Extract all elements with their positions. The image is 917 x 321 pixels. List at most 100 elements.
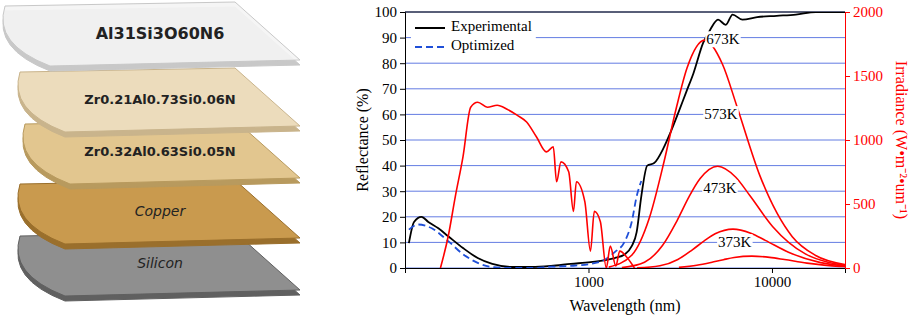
series-line <box>622 166 845 267</box>
tick: 100 <box>375 4 406 20</box>
axis-line <box>846 13 851 269</box>
tick-mark <box>845 204 850 205</box>
tick: 20 <box>382 209 405 225</box>
axis: 1000 10000 <box>406 268 846 290</box>
tick-label: 0 <box>853 260 861 276</box>
y2-axis-title: Irradiance (W•m⁻²•um⁻¹) <box>892 61 910 219</box>
tick-label: 100 <box>375 4 398 20</box>
tick-label: 40 <box>382 158 397 174</box>
plot-area <box>409 12 845 268</box>
tick: 30 <box>382 184 405 200</box>
tick-label: 10000 <box>754 274 792 290</box>
annotation-background <box>703 106 739 122</box>
tick-mark <box>845 76 850 77</box>
tick-mark <box>772 268 773 273</box>
legend-swatch <box>415 27 445 29</box>
tick-label: 0 <box>390 260 398 276</box>
tick: 80 <box>382 56 405 72</box>
layer-label: Al31Si3O60N6 <box>96 24 225 43</box>
y-axis-title: Reflectance (%) <box>354 88 372 191</box>
layer-sheet <box>3 2 300 66</box>
tick-label: 30 <box>382 184 397 200</box>
grid <box>405 12 845 268</box>
grid-line <box>405 12 845 13</box>
grid-line <box>405 114 845 115</box>
tick-label: 20 <box>382 209 397 225</box>
tick: 2000 <box>845 4 883 20</box>
legend-swatch <box>415 46 445 48</box>
grid-line <box>405 140 845 141</box>
annotations: 673K573K473K373K <box>702 31 752 250</box>
tick-label: 70 <box>382 81 397 97</box>
plot-frame <box>405 12 845 13</box>
tick-label: 10 <box>382 235 397 251</box>
tick-label: 2000 <box>853 4 883 20</box>
layer-label: Copper <box>135 203 187 219</box>
series-line <box>440 102 634 268</box>
tick-label: 90 <box>382 30 397 46</box>
layer: Zr0.21Al0.73Si0.06N <box>18 68 300 137</box>
layer-diagram: SiliconCopperZr0.32Al0.63Si0.05NZr0.21Al… <box>3 2 300 301</box>
tick-mark <box>400 12 405 13</box>
tick-label: 50 <box>382 132 397 148</box>
layer: Copper <box>18 180 300 249</box>
tick-label: 1000 <box>853 132 883 148</box>
axis: 0 500 1000 1500 2000 <box>845 4 883 276</box>
layer: Al31Si3O60N6 <box>3 2 300 71</box>
tick: 1000 <box>574 268 604 290</box>
tick: 0 <box>390 260 406 276</box>
tick: 1000 <box>845 132 883 148</box>
grid-line <box>405 165 845 166</box>
axis: 0 10 20 30 40 50 60 70 80 90 100 <box>375 4 406 276</box>
tick: 0 <box>845 260 861 276</box>
annotation: 673K <box>705 31 741 47</box>
annotation-label: 373K <box>718 234 752 250</box>
tick-mark <box>400 166 405 167</box>
tick: 500 <box>845 196 876 212</box>
tick-mark <box>400 268 405 269</box>
series-line <box>637 229 845 268</box>
tick-mark <box>400 114 405 115</box>
axis-line <box>400 13 406 269</box>
grid-line <box>405 63 845 64</box>
legend-label: Optimized <box>451 37 515 53</box>
tick-mark <box>400 89 405 90</box>
tick: 70 <box>382 81 405 97</box>
tick-label: 1500 <box>853 68 883 84</box>
tick: 10000 <box>754 268 792 290</box>
legend-background <box>411 16 536 55</box>
annotation-background <box>705 31 741 47</box>
tick-mark <box>400 38 405 39</box>
layer-label: Zr0.21Al0.73Si0.06N <box>84 92 235 107</box>
tick-mark <box>845 140 850 141</box>
x-axis-title: Wavelength (nm) <box>569 297 680 315</box>
tick-label: 80 <box>382 56 397 72</box>
tick: 90 <box>382 30 405 46</box>
tick: 40 <box>382 158 405 174</box>
axis-line <box>406 269 846 274</box>
grid-line <box>405 191 845 192</box>
tick-mark <box>400 63 405 64</box>
layer-sheet <box>18 180 300 244</box>
tick-label: 1000 <box>574 274 604 290</box>
tick: 50 <box>382 132 405 148</box>
series-line <box>679 256 845 267</box>
annotation: 473K <box>702 180 738 196</box>
tick: 60 <box>382 107 405 123</box>
annotation-label: 473K <box>703 180 737 196</box>
annotation-background <box>717 234 753 250</box>
legend-label: Experimental <box>451 18 532 34</box>
tick-mark <box>845 268 850 269</box>
layer-label: Silicon <box>137 255 183 271</box>
tick-mark <box>400 242 405 243</box>
figure: SiliconCopperZr0.32Al0.63Si0.05NZr0.21Al… <box>0 0 917 321</box>
tick-mark <box>400 140 405 141</box>
annotation: 373K <box>717 234 753 250</box>
tick-mark <box>588 268 589 273</box>
tick-mark <box>845 12 850 13</box>
chart: 1000100000102030405060708090100050010001… <box>354 4 911 314</box>
legend: Experimental Optimized <box>411 16 536 55</box>
layer-sheet <box>18 68 300 132</box>
tick-label: 60 <box>382 107 397 123</box>
tick: 10 <box>382 235 405 251</box>
